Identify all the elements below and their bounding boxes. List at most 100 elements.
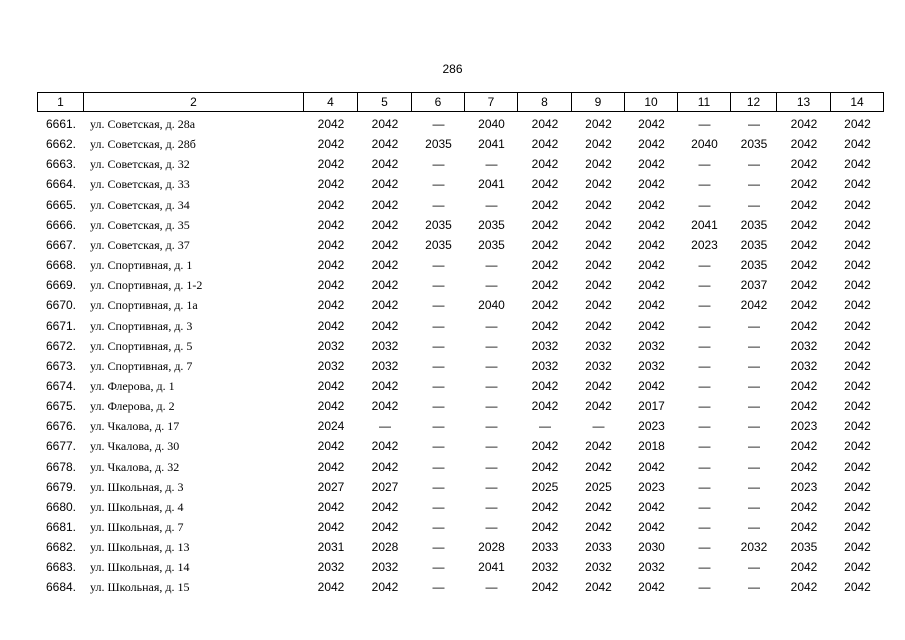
year-cell: 2042 <box>531 520 559 534</box>
year-cell: — <box>485 439 498 454</box>
year-cell: 2042 <box>585 520 612 534</box>
row-number: 6684. <box>45 580 76 595</box>
page-number: 286 <box>442 62 463 76</box>
year-cell: 2023 <box>790 479 818 494</box>
year-cell: — <box>432 358 445 373</box>
year-cell: 2042 <box>585 117 612 131</box>
year-cell: — <box>698 278 711 293</box>
year-cell: 2032 <box>790 358 818 373</box>
year-cell: 2035 <box>478 217 505 232</box>
year-cell: 2031 <box>317 540 345 555</box>
address: ул. Советская, д. 33 <box>90 177 190 192</box>
year-cell: — <box>698 540 711 555</box>
row-number: 6667. <box>45 237 76 252</box>
address: ул. Спортивная, д. 1а <box>90 298 198 313</box>
year-cell: 2042 <box>531 298 559 313</box>
year-cell: 2042 <box>844 278 871 293</box>
year-cell: — <box>432 419 445 434</box>
header-cell: 11 <box>677 92 731 112</box>
year-cell: 2032 <box>531 358 559 373</box>
year-cell: 2042 <box>371 177 399 192</box>
year-cell: — <box>432 378 445 393</box>
year-cell: 2032 <box>317 560 345 575</box>
year-cell: 2042 <box>844 338 871 353</box>
year-cell: 2027 <box>317 479 345 494</box>
year-cell: 2032 <box>638 358 665 373</box>
year-cell: 2042 <box>317 117 345 131</box>
year-cell: 2035 <box>740 137 768 152</box>
year-cell: — <box>432 499 445 514</box>
header-cell: 4 <box>303 92 358 112</box>
year-cell: 2042 <box>317 499 345 514</box>
year-cell: — <box>432 258 445 273</box>
row-number: 6682. <box>45 540 76 555</box>
row-number: 6676. <box>45 419 76 434</box>
year-cell: — <box>485 258 498 273</box>
year-cell: — <box>748 419 760 434</box>
year-cell: 2042 <box>317 378 345 393</box>
year-cell: — <box>698 338 711 353</box>
year-cell: 2032 <box>638 560 665 575</box>
row-number: 6675. <box>45 399 76 414</box>
year-cell: 2042 <box>638 499 665 514</box>
year-cell: 2042 <box>844 520 871 534</box>
year-cell: 2042 <box>531 217 559 232</box>
year-cell: — <box>432 459 445 474</box>
year-cell: — <box>485 580 498 595</box>
year-cell: — <box>432 197 445 212</box>
year-cell: 2042 <box>317 278 345 293</box>
year-cell: 2042 <box>790 177 818 192</box>
year-cell: — <box>485 278 498 293</box>
year-cell: 2017 <box>638 399 665 414</box>
year-cell: — <box>748 157 760 172</box>
year-cell: 2042 <box>844 580 871 595</box>
year-cell: — <box>748 399 760 414</box>
year-cell: — <box>748 378 760 393</box>
year-cell: 2042 <box>531 378 559 393</box>
year-cell: 2042 <box>317 217 345 232</box>
year-cell: 2042 <box>531 177 559 192</box>
year-cell: 2042 <box>790 580 818 595</box>
year-cell: 2041 <box>691 217 718 232</box>
year-cell: 2042 <box>844 378 871 393</box>
year-cell: — <box>485 378 498 393</box>
year-cell: 2033 <box>531 540 559 555</box>
year-cell: 2035 <box>740 237 768 252</box>
year-cell: 2042 <box>317 298 345 313</box>
year-cell: 2042 <box>585 318 612 333</box>
year-cell: 2042 <box>585 157 612 172</box>
year-cell: — <box>379 419 391 434</box>
address: ул. Советская, д. 32 <box>90 157 190 172</box>
year-cell: — <box>698 197 711 212</box>
year-cell: — <box>432 479 445 494</box>
year-cell: 2023 <box>691 237 718 252</box>
year-cell: 2041 <box>478 560 505 575</box>
header-cell: 13 <box>776 92 831 112</box>
year-cell: 2042 <box>638 237 665 252</box>
year-cell: 2042 <box>371 378 399 393</box>
row-number: 6664. <box>45 177 76 192</box>
year-cell: 2042 <box>371 157 399 172</box>
address: ул. Чкалова, д. 17 <box>90 419 180 434</box>
year-cell: — <box>698 378 711 393</box>
year-cell: 2042 <box>790 560 818 575</box>
year-cell: 2042 <box>317 459 345 474</box>
year-cell: — <box>698 439 711 454</box>
address: ул. Советская, д. 28б <box>90 137 196 152</box>
row-number: 6679. <box>45 479 76 494</box>
year-cell: 2042 <box>531 499 559 514</box>
year-cell: — <box>485 338 498 353</box>
year-cell: — <box>748 197 760 212</box>
address: ул. Флерова, д. 2 <box>90 399 175 414</box>
year-cell: — <box>592 419 605 434</box>
year-cell: 2042 <box>371 137 399 152</box>
year-cell: — <box>432 338 445 353</box>
year-cell: 2042 <box>317 318 345 333</box>
year-cell: 2042 <box>531 137 559 152</box>
year-cell: 2042 <box>317 439 345 454</box>
year-cell: 2018 <box>638 439 665 454</box>
year-cell: 2042 <box>638 278 665 293</box>
year-cell: 2032 <box>585 358 612 373</box>
header-cell: 2 <box>83 92 304 112</box>
year-cell: 2042 <box>790 137 818 152</box>
